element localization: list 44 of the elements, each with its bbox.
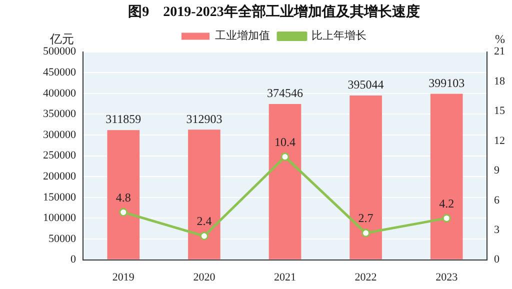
point	[119, 208, 128, 217]
x-tick-label: 2020	[193, 271, 216, 284]
point	[442, 214, 451, 222]
y2-tick-label: 0	[494, 254, 500, 266]
x-tick-label: 2023	[436, 271, 458, 284]
x-tick-label: 2022	[354, 271, 377, 284]
data-label: 4.2	[439, 196, 454, 210]
y-tick-label: 350000	[43, 108, 76, 120]
y-tick-label: 50000	[48, 232, 76, 245]
y-axis-title: 亿元	[49, 32, 74, 46]
legend-label: 工业增加值	[215, 29, 270, 42]
data-label: 399103	[428, 76, 465, 90]
y-tick-label: 300000	[43, 128, 76, 141]
data-label: 4.8	[116, 190, 131, 204]
y2-tick-label: 15	[494, 105, 506, 118]
y2-tick-label: 6	[494, 194, 500, 206]
point	[362, 228, 370, 238]
data-label: 10.4	[274, 134, 296, 149]
x-tick-label: 2019	[112, 271, 135, 284]
data-label: 2.4	[196, 214, 212, 228]
y-tick-label: 400000	[43, 87, 76, 100]
y-tick-label: 150000	[43, 191, 76, 204]
y2-tick-label: 12	[494, 134, 505, 147]
y-tick-label: 0	[70, 254, 76, 266]
legend-label: 比上年增长	[312, 29, 366, 42]
y2-tick-label: 18	[494, 75, 506, 88]
data-label: 312903	[186, 112, 222, 126]
chart-title: 图9 2019-2023年全部工业增加值及其增长速度	[128, 3, 420, 20]
point	[200, 232, 208, 240]
y2-tick-label: 9	[494, 164, 500, 177]
x-tick-label: 2021	[274, 271, 296, 284]
y-tick-label: 200000	[43, 170, 76, 182]
data-label: 311859	[106, 112, 142, 126]
data-label: 2.7	[358, 211, 374, 226]
y2-tick-label: 3	[494, 224, 500, 236]
y-tick-label: 450000	[43, 66, 76, 78]
y-tick-label: 500000	[43, 46, 76, 58]
y2-tick-label: 21	[494, 46, 505, 58]
y-tick-label: 100000	[43, 212, 76, 224]
y-tick-label: 250000	[43, 150, 76, 162]
data-label: 395044	[348, 78, 384, 92]
data-label: 374546	[267, 86, 303, 100]
point	[280, 152, 290, 162]
y2-axis-title: %	[495, 32, 505, 46]
